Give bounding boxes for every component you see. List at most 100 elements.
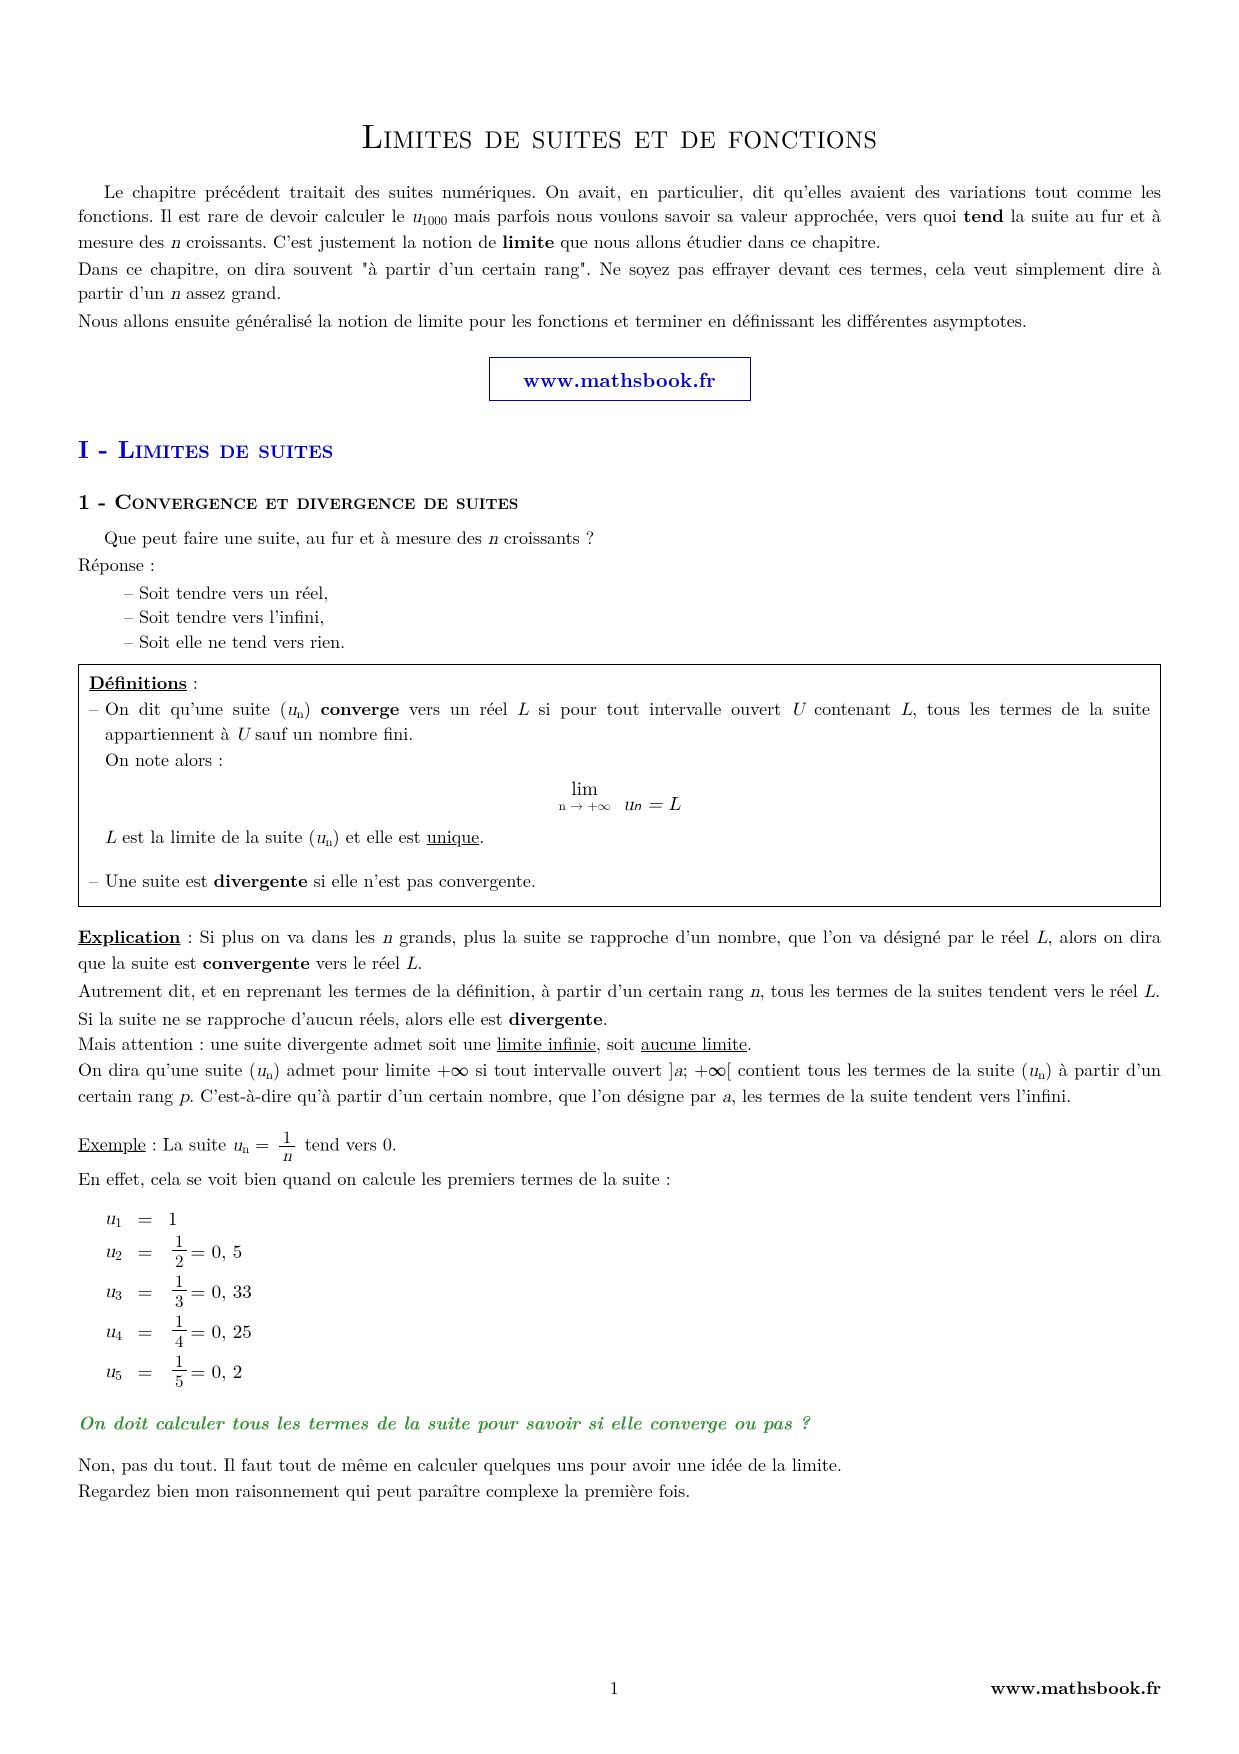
eq-rhs: 12 = 0, 5 bbox=[158, 1232, 242, 1269]
definition-text: On dit qu’une suite (un) converge vers u… bbox=[105, 697, 1150, 772]
eq-rhs: 15 = 0, 2 bbox=[158, 1352, 242, 1389]
exemple-line-2: En effet, cela se voit bien quand on cal… bbox=[78, 1167, 1161, 1191]
text-bold: converge bbox=[321, 696, 400, 721]
text: ) et elle est bbox=[333, 824, 427, 849]
math-var: u bbox=[1028, 1062, 1038, 1080]
frac-den: 2 bbox=[172, 1250, 187, 1269]
math-var: u bbox=[287, 701, 297, 719]
text: On dit qu’une suite ( bbox=[105, 696, 287, 721]
eq-rhs: 1 bbox=[158, 1204, 178, 1231]
text: contenant bbox=[804, 696, 900, 721]
exemple-label: Exemple bbox=[78, 1131, 146, 1156]
text: . bbox=[479, 824, 484, 849]
intro-para-2: Dans ce chapitre, on dira souvent "à par… bbox=[78, 257, 1161, 307]
footer-spacer bbox=[78, 1675, 238, 1700]
text: croissants ? bbox=[498, 525, 594, 550]
bullet-marker: – bbox=[89, 869, 105, 893]
exemple-line-1: Exemple : La suite un = 1n tend vers 0. bbox=[78, 1128, 1161, 1165]
math-var: L bbox=[517, 701, 528, 719]
text: Que peut faire une suite, au fur et à me… bbox=[104, 525, 488, 550]
text-underline: limite infinie bbox=[497, 1031, 596, 1056]
answer-line-1: Non, pas du tout. Il faut tout de même e… bbox=[78, 1453, 1161, 1477]
subsection-heading: 1 - Convergence et divergence de suites bbox=[78, 486, 1161, 516]
page-footer: 1 www.mathsbook.fr bbox=[78, 1675, 1161, 1700]
explication-label: Explication bbox=[78, 924, 180, 949]
text: vers un réel bbox=[399, 696, 517, 721]
intro-bold: limite bbox=[502, 229, 554, 254]
math-sub: n bbox=[266, 1064, 273, 1083]
question-text: Que peut faire une suite, au fur et à me… bbox=[78, 526, 1161, 552]
text-bold: divergente bbox=[214, 868, 308, 893]
equation-row: u1 = 1 bbox=[78, 1204, 1161, 1230]
intro-bold: tend bbox=[963, 203, 1004, 228]
math-var: L bbox=[406, 955, 417, 973]
text: ; +∞[ contient tous les termes de la sui… bbox=[683, 1057, 1028, 1082]
eq-sign: = bbox=[132, 1357, 158, 1384]
equation-row: u3 = 13 = 0, 33 bbox=[78, 1270, 1161, 1310]
text: , les termes de la suite tendent vers l’… bbox=[731, 1083, 1071, 1108]
math-sub: n bbox=[325, 831, 332, 850]
definitions-title-text: Définitions bbox=[89, 670, 187, 695]
equation-row: u4 = 14 = 0, 25 bbox=[78, 1310, 1161, 1350]
text: vers le réel bbox=[310, 950, 406, 975]
website-url: www.mathsbook.fr bbox=[523, 364, 716, 393]
text: , soit bbox=[596, 1031, 641, 1056]
text: . C’est-à-dire qu’à partir d’un certain … bbox=[189, 1083, 722, 1108]
text: Autrement dit, et en reprenant les terme… bbox=[78, 978, 750, 1003]
math-var: L bbox=[901, 701, 912, 719]
eq-sign: = bbox=[132, 1277, 158, 1304]
text: : La suite bbox=[146, 1131, 232, 1156]
math-var: n bbox=[750, 983, 760, 1001]
intro-text: que nous allons étudier dans ce chapitre… bbox=[554, 229, 880, 254]
math-var: p bbox=[179, 1088, 189, 1106]
text: Mais attention : une suite divergente ad… bbox=[78, 1031, 497, 1056]
math-var: u bbox=[105, 1362, 116, 1381]
fraction: 1n bbox=[279, 1128, 294, 1165]
definition-item: – Une suite est divergente si elle n’est… bbox=[89, 869, 1150, 893]
text: . bbox=[747, 1031, 752, 1056]
fraction: 13 bbox=[172, 1272, 187, 1309]
math-var: L bbox=[1144, 983, 1155, 1001]
bullet-item: Soit elle ne tend vers rien. bbox=[124, 630, 1161, 654]
eq-sign: = bbox=[132, 1204, 158, 1231]
math-sub: 3 bbox=[115, 1285, 122, 1304]
math-var: u bbox=[105, 1209, 116, 1228]
text-bold: convergente bbox=[203, 950, 310, 975]
math-sub: 5 bbox=[115, 1365, 122, 1384]
lim-body: uₙ = L bbox=[617, 795, 680, 814]
page-title: Limites de suites et de fonctions bbox=[78, 110, 1161, 158]
definitions-box: Définitions : – On dit qu’une suite (un)… bbox=[78, 664, 1161, 908]
bullet-item: Soit tendre vers un réel, bbox=[124, 581, 1161, 605]
website-link-box[interactable]: www.mathsbook.fr bbox=[489, 357, 751, 401]
spacer bbox=[89, 853, 1150, 867]
math-var: n bbox=[170, 285, 180, 303]
text: ) admet pour limite +∞ si tout intervall… bbox=[273, 1057, 674, 1082]
page: Limites de suites et de fonctions Le cha… bbox=[0, 0, 1239, 1754]
text: Si la suite ne se rapproche d’aucun réel… bbox=[78, 1006, 509, 1031]
fraction: 15 bbox=[172, 1352, 187, 1389]
math-var: L bbox=[105, 829, 116, 847]
bullet-list: Soit tendre vers un réel, Soit tendre ve… bbox=[124, 581, 1161, 654]
text: si pour tout intervalle ouvert bbox=[529, 696, 791, 721]
definition-text: Une suite est divergente si elle n’est p… bbox=[105, 869, 1150, 893]
eq-lhs: u3 bbox=[78, 1276, 132, 1304]
text: = bbox=[249, 1131, 275, 1156]
page-number: 1 bbox=[238, 1675, 990, 1700]
explication-para-2: Autrement dit, et en reprenant les terme… bbox=[78, 979, 1161, 1005]
eq-decimal: = 0, 33 bbox=[191, 1277, 252, 1304]
lim-operator: lim n → +∞ bbox=[559, 780, 611, 813]
math-var: u bbox=[411, 208, 421, 226]
intro-para-1: Le chapitre précédent traitait des suite… bbox=[78, 180, 1161, 255]
intro-text: croissants. C’est justement la notion de bbox=[180, 229, 502, 254]
eq-lhs: u5 bbox=[78, 1356, 132, 1384]
math-var: a bbox=[722, 1088, 731, 1106]
answer-line-2: Regardez bien mon raisonnement qui peut … bbox=[78, 1479, 1161, 1503]
math-sub: 4 bbox=[115, 1325, 122, 1344]
text: On dira qu’une suite ( bbox=[78, 1057, 256, 1082]
lim-subscript: n → +∞ bbox=[559, 800, 611, 813]
explication-para-4: Mais attention : une suite divergente ad… bbox=[78, 1032, 1161, 1056]
intro-text: mais parfois nous voulons savoir sa vale… bbox=[447, 203, 963, 228]
text-underline: aucune limite bbox=[641, 1031, 747, 1056]
bullet-marker: – bbox=[89, 697, 105, 772]
eq-rhs: 14 = 0, 25 bbox=[158, 1312, 252, 1349]
